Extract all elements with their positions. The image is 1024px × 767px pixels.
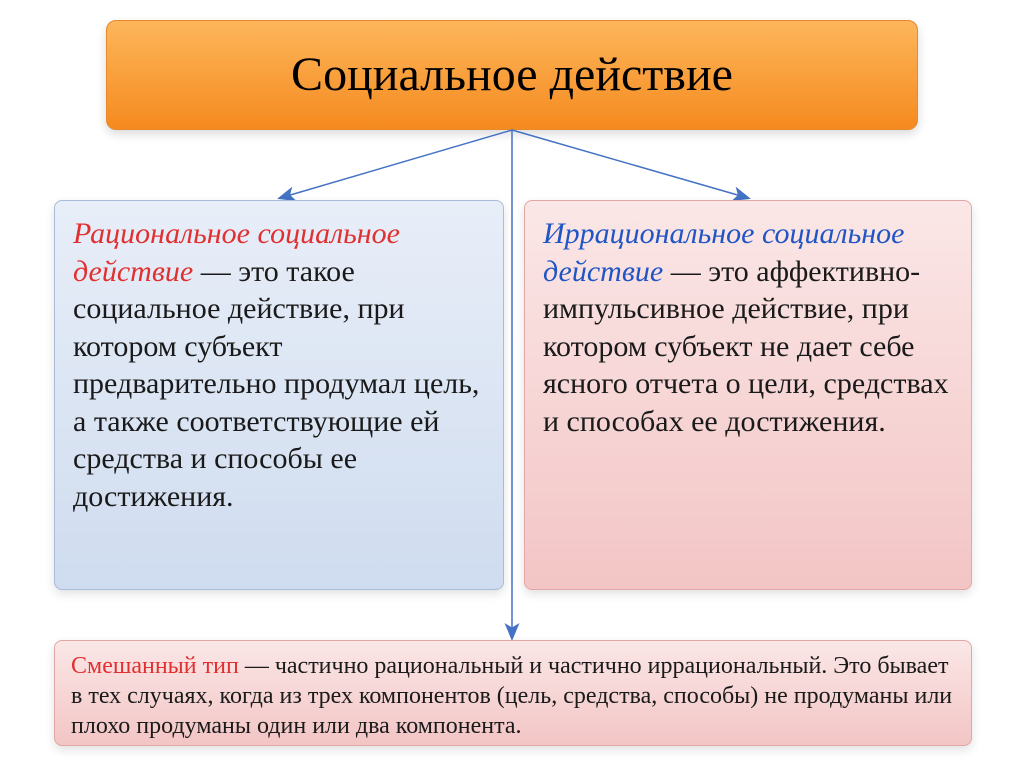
irrational-box: Иррациональное социальное действие — это… (524, 200, 972, 590)
rational-body: — это такое социальное действие, при кот… (73, 255, 479, 513)
mixed-paragraph: Смешанный тип — частично рациональный и … (71, 651, 955, 741)
rational-paragraph: Рациональное социальное действие — это т… (73, 215, 485, 515)
mixed-term: Смешанный тип (71, 653, 239, 679)
rational-box: Рациональное социальное действие — это т… (54, 200, 504, 590)
irrational-paragraph: Иррациональное социальное действие — это… (543, 215, 953, 440)
mixed-box: Смешанный тип — частично рациональный и … (54, 640, 972, 746)
title-text: Социальное действие (291, 51, 733, 99)
title-box: Социальное действие (106, 20, 918, 130)
